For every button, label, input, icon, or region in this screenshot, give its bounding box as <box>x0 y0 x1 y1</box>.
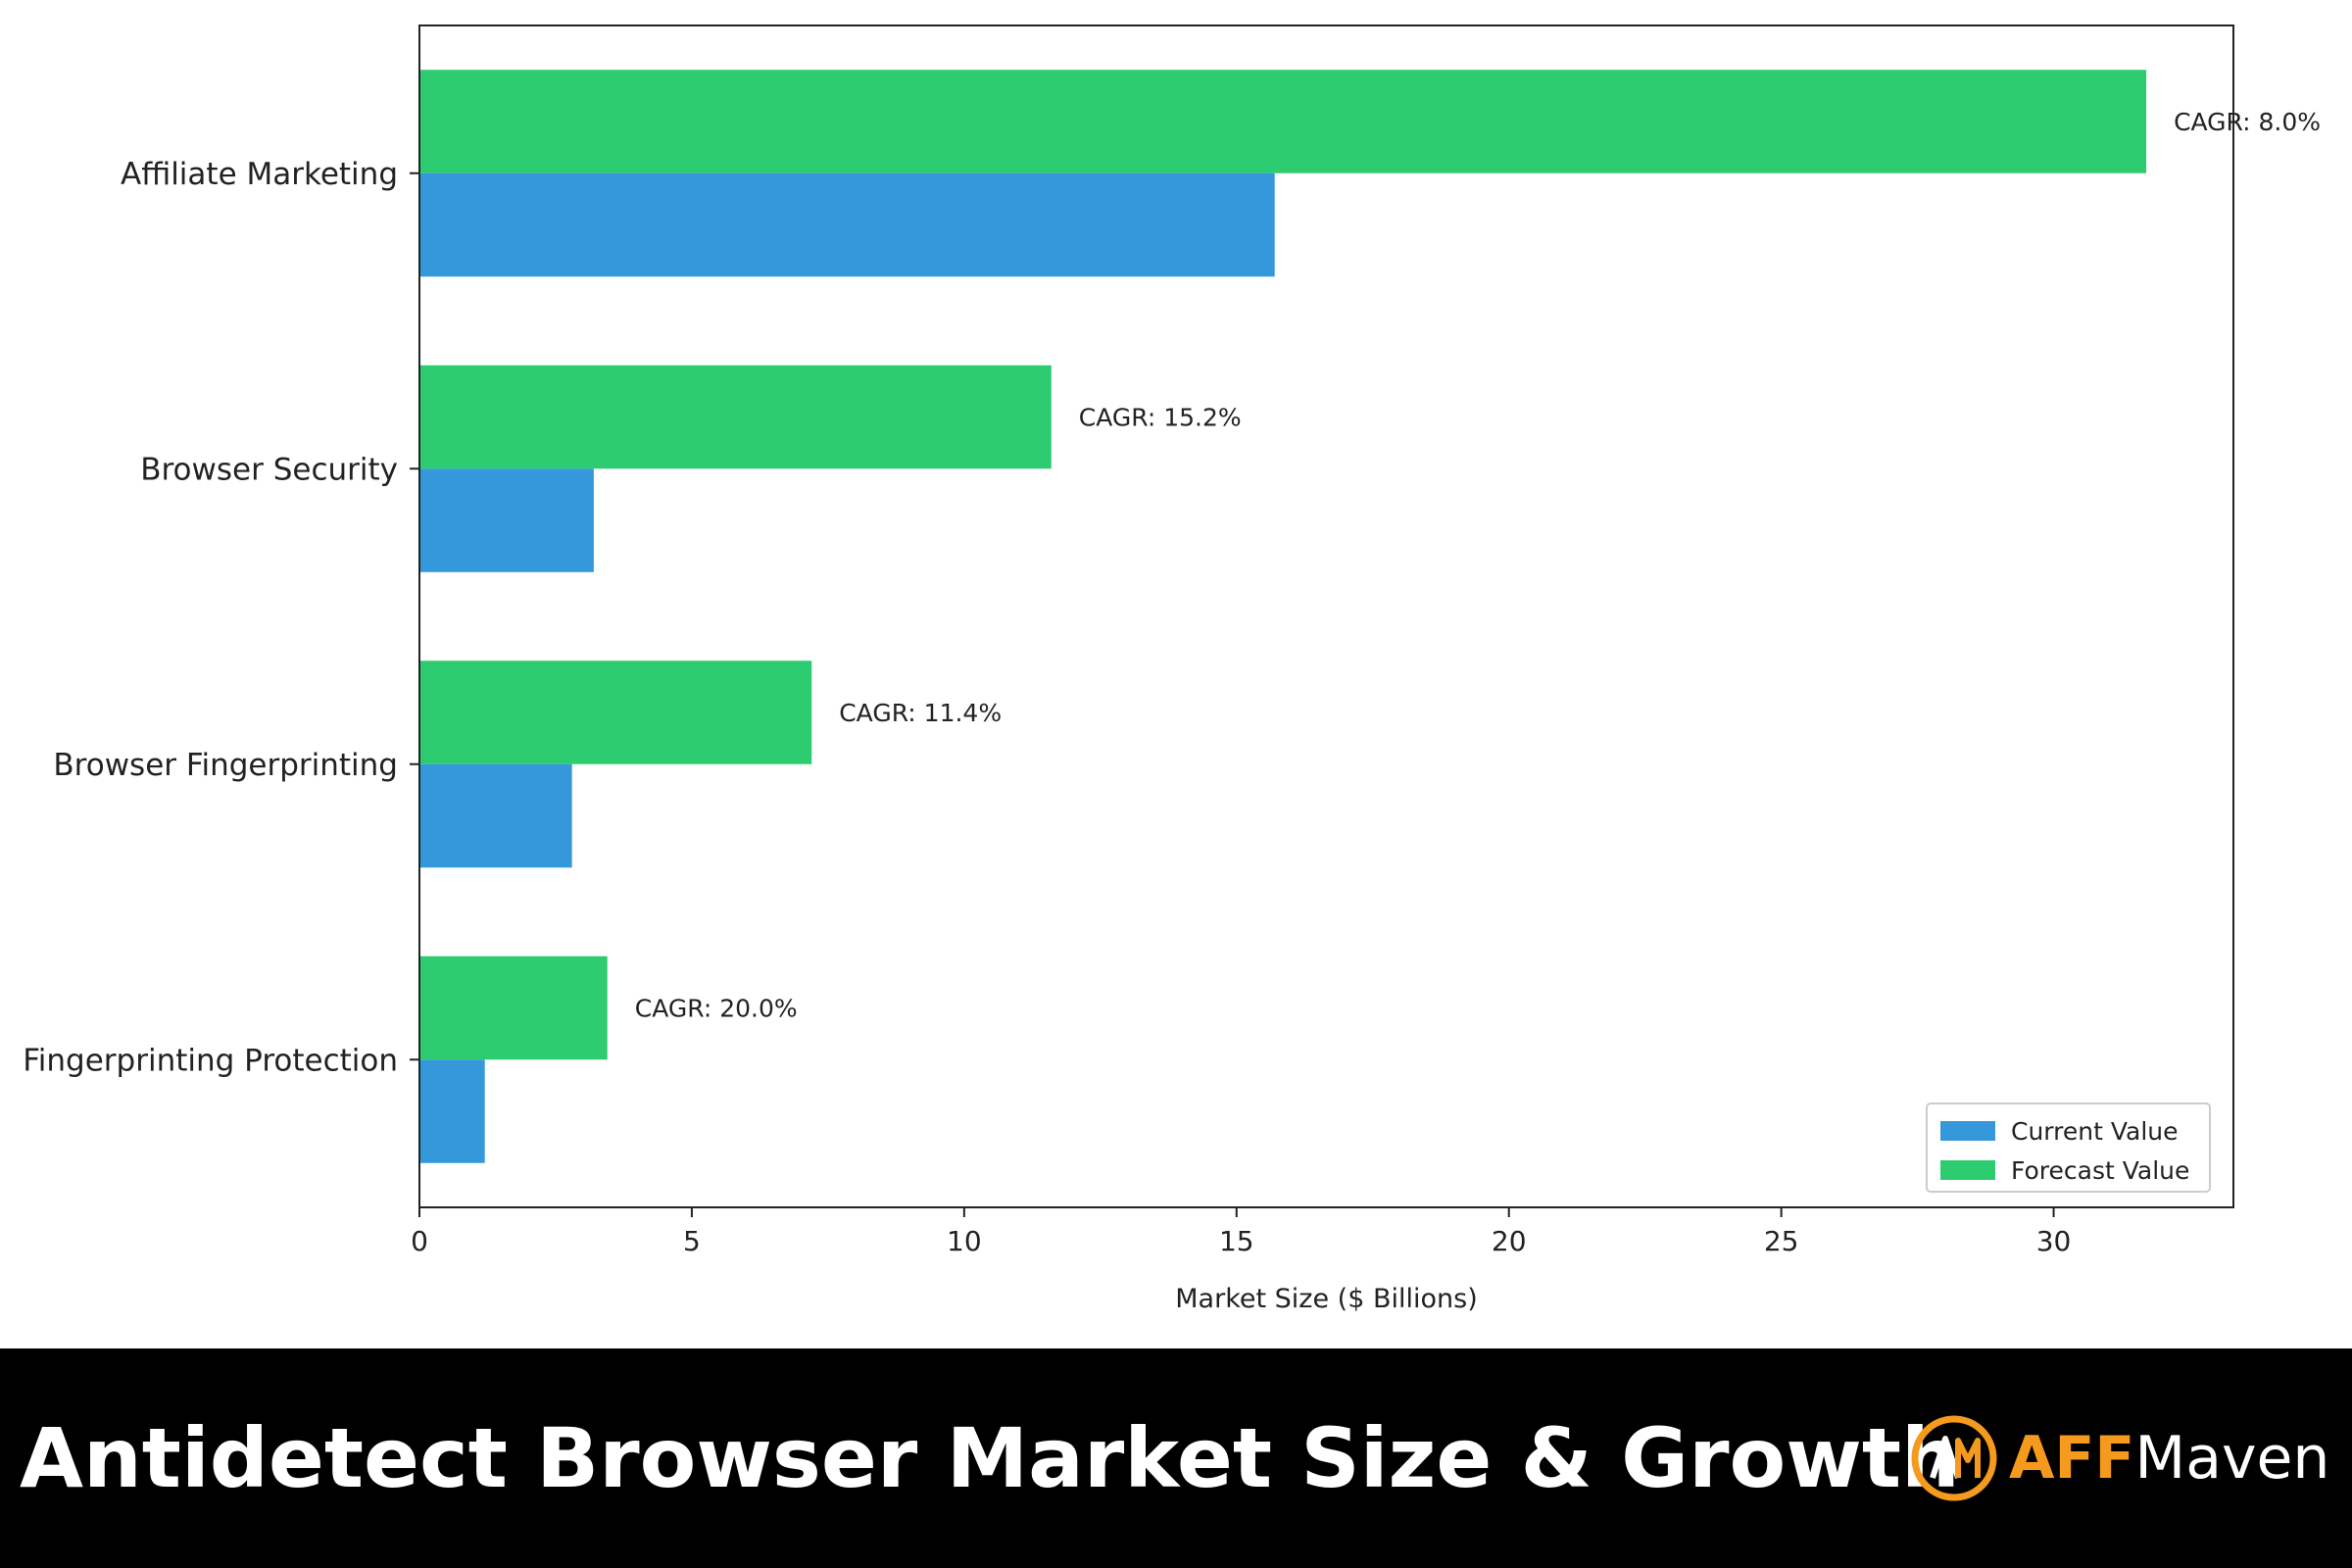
current-bar <box>419 468 594 572</box>
chart-area: CAGR: 8.0% Affiliate Marketing CAGR: 15.2%… <box>23 24 2322 1314</box>
x-tick-label: 30 <box>2036 1225 2072 1257</box>
current-bar <box>419 1059 485 1163</box>
forecast-bar <box>419 70 2147 173</box>
legend-label: Current Value <box>2011 1117 2179 1146</box>
x-tick-label: 0 <box>411 1225 428 1257</box>
cagr-label: CAGR: 11.4% <box>839 699 1002 727</box>
category-label: Browser Fingerprinting <box>53 748 398 783</box>
category-label: Browser Security <box>140 452 398 487</box>
legend-label: Forecast Value <box>2011 1156 2189 1185</box>
affmaven-logo-icon <box>1911 1415 1997 1501</box>
brand-logo: AFFMaven <box>1909 1413 2329 1503</box>
brand-name-part2: Maven <box>2134 1424 2330 1493</box>
brand-name-part1: AFF <box>2009 1424 2135 1493</box>
legend-swatch <box>1940 1160 1995 1180</box>
category-label: Fingerprinting Protection <box>23 1043 398 1078</box>
current-bar <box>419 763 572 868</box>
current-bar <box>419 172 1275 277</box>
cagr-label: CAGR: 15.2% <box>1079 403 1242 431</box>
legend-box <box>1926 1102 2211 1193</box>
cagr-label: CAGR: 8.0% <box>2174 108 2321 136</box>
cagr-label: CAGR: 20.0% <box>635 994 798 1022</box>
x-tick-label: 25 <box>1764 1225 1799 1257</box>
forecast-bar <box>419 956 608 1060</box>
forecast-bar <box>419 365 1052 469</box>
category-label: Affiliate Marketing <box>121 157 398 192</box>
x-tick-label: 15 <box>1219 1225 1254 1257</box>
plot-frame <box>418 24 2234 1208</box>
x-tick-label: 20 <box>1492 1225 1527 1257</box>
x-tick-label: 5 <box>683 1225 701 1257</box>
x-tick-label: 10 <box>947 1225 982 1257</box>
page-title: Antidetect Browser Market Size & Growth <box>20 1410 1960 1506</box>
legend-swatch <box>1940 1121 1995 1141</box>
forecast-bar <box>419 661 812 764</box>
footer-banner: Antidetect Browser Market Size & Growth … <box>0 1348 2352 1568</box>
bar-chart: CAGR: 8.0% Affiliate Marketing CAGR: 15.2%… <box>23 24 2321 1314</box>
brand-name: AFFMaven <box>2009 1424 2329 1493</box>
x-axis-title: Market Size ($ Billions) <box>1175 1284 1477 1314</box>
